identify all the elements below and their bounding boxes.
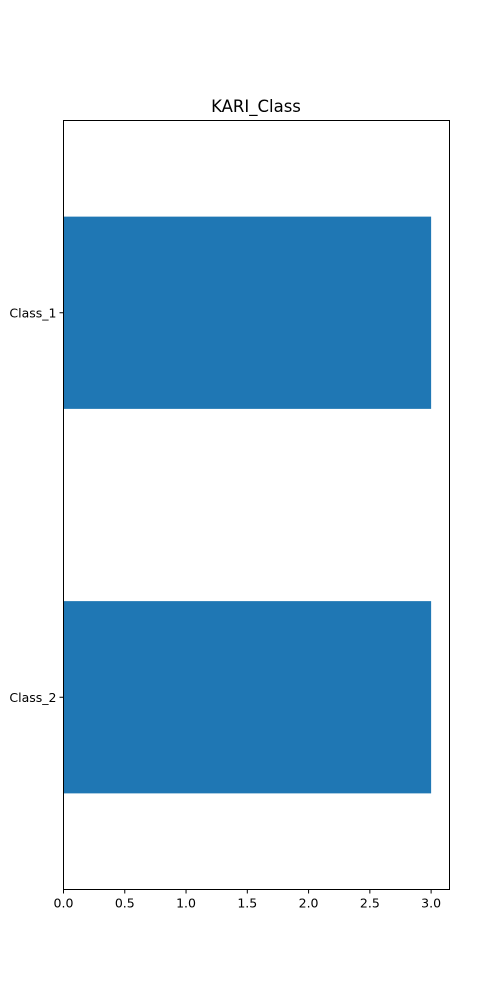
bar-class-2 bbox=[63, 601, 432, 794]
x-tick-label: 3.0 bbox=[421, 896, 441, 911]
bar-class-1 bbox=[63, 216, 432, 409]
bars-layer bbox=[63, 216, 432, 794]
y-tick-label: Class_2 bbox=[9, 690, 56, 705]
chart-title: KARI_Class bbox=[211, 97, 301, 117]
x-tick-label: 0.5 bbox=[115, 896, 135, 911]
x-tick-label: 1.5 bbox=[237, 896, 257, 911]
y-tick-label: Class_1 bbox=[9, 305, 56, 320]
plot-area-frame bbox=[63, 120, 450, 890]
x-tick-label: 0.0 bbox=[54, 896, 74, 911]
x-tick-label: 2.0 bbox=[299, 896, 319, 911]
x-tick-label: 2.5 bbox=[360, 896, 380, 911]
ticks-layer: Class_1 Class_2 0.0 0.5 1.0 1.5 2.0 2.5 3.0 bbox=[9, 305, 441, 910]
x-tick-label: 1.0 bbox=[176, 896, 196, 911]
